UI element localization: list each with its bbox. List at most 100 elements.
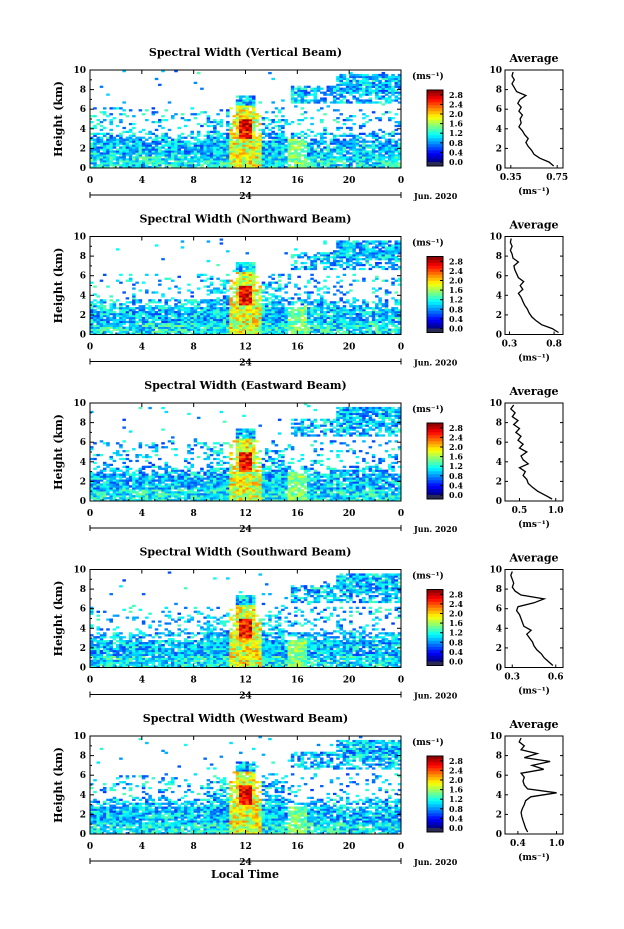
heatmap-cell <box>378 256 382 259</box>
heatmap-cell <box>154 128 159 132</box>
heatmap-cell <box>151 166 156 169</box>
heatmap-cell <box>209 148 214 151</box>
heatmap-cell <box>102 132 107 135</box>
heatmap-cell <box>251 115 256 118</box>
heatmap-cell <box>245 299 250 302</box>
heatmap-cell <box>352 154 356 157</box>
heatmap-cell <box>148 485 152 488</box>
heatmap-cell <box>365 89 369 92</box>
heatmap-cell <box>349 289 353 292</box>
heatmap-cell <box>235 326 240 329</box>
heatmap-cell <box>320 160 324 163</box>
heatmap-cell <box>365 254 369 257</box>
heatmap-cell <box>336 316 340 320</box>
heatmap-cell <box>342 324 347 327</box>
profile-y-tick-label: 10 <box>489 66 502 76</box>
heatmap-cell <box>391 166 395 169</box>
heatmap-cell <box>378 314 382 318</box>
heatmap-cell <box>381 309 386 312</box>
heatmap-cell <box>290 322 295 325</box>
heatmap-cell <box>251 101 256 104</box>
heatmap-cell <box>235 154 240 157</box>
heatmap-cell <box>122 164 126 167</box>
heatmap-cell <box>226 301 230 304</box>
heatmap-cell <box>170 158 175 161</box>
heatmap-cell <box>235 113 240 116</box>
heatmap-cell <box>336 244 340 247</box>
heatmap-cell <box>145 465 149 468</box>
heatmap-cell <box>300 265 305 269</box>
heatmap-cell <box>290 267 295 271</box>
heatmap-cell <box>170 164 175 167</box>
heatmap-cell <box>313 93 318 96</box>
heatmap-cell <box>222 314 227 318</box>
heatmap-cell <box>248 162 253 165</box>
heatmap-cell <box>358 85 363 88</box>
heatmap-cell <box>245 314 250 318</box>
heatmap-cell <box>281 305 285 308</box>
colorbar-segment <box>427 289 443 293</box>
heatmap-cell <box>96 156 101 159</box>
heatmap-cell <box>245 330 250 333</box>
heatmap-cell <box>180 136 185 139</box>
heatmap-cell <box>193 136 198 139</box>
heatmap-cell <box>303 142 308 145</box>
heatmap-cell <box>158 489 162 492</box>
heatmap-cell <box>109 299 113 302</box>
heatmap-cell <box>394 299 399 302</box>
heatmap-cell <box>251 287 256 290</box>
heatmap-cell <box>229 320 233 324</box>
heatmap-cell <box>326 148 331 151</box>
heatmap-cell <box>122 101 126 104</box>
heatmap-cell <box>183 332 188 335</box>
heatmap-cell <box>303 265 308 269</box>
heatmap-cell <box>151 465 156 468</box>
heatmap-cell <box>277 156 282 159</box>
heatmap-cell <box>300 252 305 255</box>
heatmap-cell <box>345 146 350 149</box>
heatmap-cell <box>135 326 139 329</box>
heatmap-cell <box>277 316 282 320</box>
heatmap-cell <box>190 156 194 159</box>
heatmap-cell <box>235 271 240 275</box>
heatmap-cell <box>329 326 334 329</box>
heatmap-cell <box>384 83 389 86</box>
heatmap-cell <box>297 162 301 165</box>
heatmap-cell <box>128 166 133 169</box>
heatmap-cell <box>339 299 343 302</box>
heatmap-cell <box>384 309 389 312</box>
heatmap-cell <box>329 318 334 322</box>
heatmap-cell <box>287 142 292 145</box>
heatmap-cell <box>362 314 366 318</box>
heatmap-cell <box>239 281 243 284</box>
heatmap-cell <box>193 312 198 316</box>
heatmap-cell <box>261 295 266 298</box>
heatmap-cell <box>154 162 159 165</box>
heatmap-cell <box>138 328 143 331</box>
heatmap-cell <box>332 158 337 161</box>
heatmap-cell <box>371 77 376 81</box>
heatmap-cell <box>93 154 97 157</box>
heatmap-cell <box>106 138 110 141</box>
heatmap-cell <box>96 465 101 468</box>
heatmap-cell <box>368 158 373 161</box>
heatmap-cell <box>132 322 136 325</box>
colorbar-segment <box>427 156 443 160</box>
heatmap-cell <box>242 140 246 143</box>
heatmap-cell <box>235 103 240 106</box>
heatmap-cell <box>226 273 230 276</box>
heatmap-cell <box>213 324 217 327</box>
heatmap-cell <box>352 75 356 79</box>
heatmap-cell <box>135 162 139 165</box>
heatmap-cell <box>158 322 162 325</box>
heatmap-cell <box>219 124 224 128</box>
heatmap-cell <box>336 89 340 92</box>
heatmap-cell <box>167 322 172 325</box>
heatmap-cell <box>355 136 360 139</box>
heatmap-cell <box>261 136 266 139</box>
heatmap-cell <box>297 164 301 167</box>
heatmap-cell <box>112 166 117 169</box>
heatmap-cell <box>281 132 285 135</box>
heatmap-cell <box>106 160 110 163</box>
heatmap-cell <box>209 326 214 329</box>
